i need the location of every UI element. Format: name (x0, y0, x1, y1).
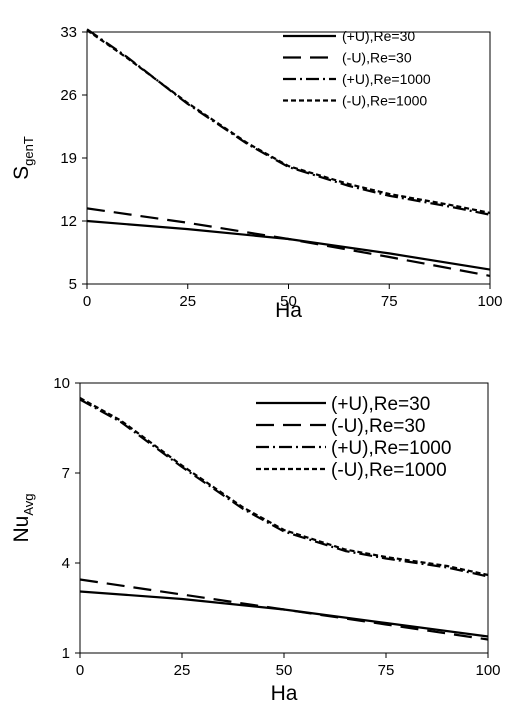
y-axis-label-main: S (10, 166, 33, 180)
x-tick-label: 25 (174, 662, 191, 679)
legend-label: (+U),Re=1000 (331, 438, 451, 459)
legend: (+U),Re=30 (-U),Re=30 (+U),Re=1000 (-U),Re=… (283, 28, 431, 109)
y-axis-label-subscript: genT (21, 136, 36, 166)
series-line (86, 219, 491, 271)
y-tick-label: 1 (62, 645, 70, 662)
series-line (79, 578, 489, 641)
x-axis-label: Ha (271, 682, 298, 705)
legend-label: (-U),Re=30 (342, 50, 412, 66)
legend-label: (+U),Re=1000 (342, 71, 431, 87)
chart-panel-2: 0 25 50 75 10014710HaNuAvg(+U),Re=30(-U),Re=… (10, 375, 501, 705)
legend-label: (-U),Re=1000 (331, 460, 447, 481)
x-tick-label: 50 (280, 293, 297, 310)
series-line (79, 397, 489, 577)
chart-panel-1: 0 25 50 75 100 5 12 19 26 33 Ha SgenT (+U),Re=30 (-U)… (10, 24, 503, 322)
y-tick-label: 5 (69, 276, 77, 293)
x-tick-label: 50 (276, 662, 293, 679)
y-tick-label: 19 (60, 150, 77, 167)
series-line (79, 398, 489, 578)
x-tick-label: 0 (83, 293, 91, 310)
y-axis-label: SgenT (10, 136, 36, 180)
y-tick-label: 33 (60, 24, 77, 41)
y-axis-label: NuAvg (10, 493, 36, 542)
x-tick-label: 100 (475, 662, 500, 679)
legend-label: (-U),Re=30 (331, 416, 426, 437)
legend-label: (+U),Re=30 (342, 28, 415, 44)
plot-frame (86, 31, 491, 285)
y-tick-label: 12 (60, 213, 77, 230)
x-axis-label: Ha (275, 299, 302, 322)
legend-label: (-U),Re=1000 (342, 93, 427, 109)
series-line (86, 207, 491, 277)
series-line (79, 590, 489, 638)
plot-frame (79, 382, 489, 654)
y-tick-label: 26 (60, 87, 77, 104)
legend: (+U),Re=30(-U),Re=30(+U),Re=1000(-U),Re=… (256, 394, 451, 481)
y-tick-label: 7 (62, 465, 70, 482)
x-tick-label: 75 (381, 293, 398, 310)
series-line (86, 29, 491, 214)
x-tick-label: 25 (179, 293, 196, 310)
y-tick-label: 10 (53, 375, 70, 392)
x-tick-label: 75 (378, 662, 395, 679)
legend-label: (+U),Re=30 (331, 394, 430, 415)
x-tick-label: 100 (477, 293, 502, 310)
y-axis-label-main: Nu (10, 516, 33, 543)
y-axis-label-subscript: Avg (21, 493, 36, 515)
x-tick-label: 0 (76, 662, 84, 679)
y-tick-label: 4 (62, 555, 70, 572)
